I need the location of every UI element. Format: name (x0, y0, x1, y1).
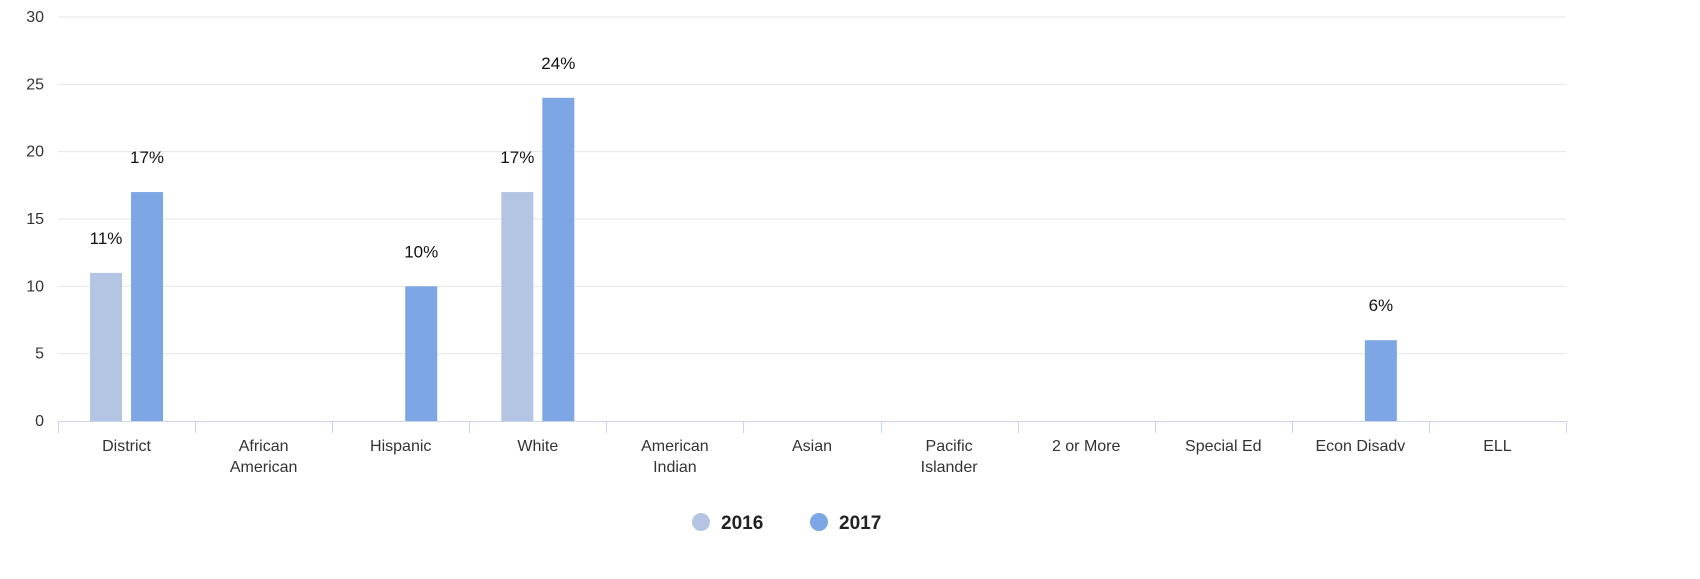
y-tick-label-5: 5 (35, 346, 44, 363)
x-tick-label-line: ELL (1483, 438, 1512, 455)
x-tick-label-line: White (517, 438, 558, 455)
y-tick-label-25: 25 (26, 76, 44, 93)
x-tick-label: American Indian (641, 438, 709, 476)
x-tick-label: Econ Disadv (1315, 438, 1405, 455)
x-tick-label-line: Islander (921, 459, 979, 476)
y-tick-label-30: 30 (26, 9, 44, 26)
x-tick-label-line: African (239, 438, 289, 455)
x-tick-label-line: District (102, 438, 151, 455)
x-tick-label-line: Asian (792, 438, 832, 455)
bars (90, 97, 1397, 422)
legend-item-2017[interactable]: 2017 (810, 513, 881, 534)
legend-marker-2017 (810, 513, 828, 531)
x-tick-label: ELL (1483, 438, 1512, 455)
x-tick-label-line: Special Ed (1185, 438, 1262, 455)
x-tick-label-line: Hispanic (370, 438, 431, 455)
x-tick-label: Special Ed (1185, 438, 1262, 455)
bar-2016-district[interactable] (90, 272, 123, 421)
legend: 2016 2017 (692, 513, 881, 534)
legend-marker-2016 (692, 513, 710, 531)
x-tick-label: 2 or More (1052, 438, 1121, 455)
x-tick-label: Asian (792, 438, 832, 455)
bar-2017-district[interactable] (131, 192, 164, 421)
x-tick-label-line: American (641, 438, 709, 455)
gridlines (58, 16, 1566, 355)
legend-label-2016: 2016 (721, 513, 763, 534)
data-label-2017-hispanic: 10% (404, 242, 438, 261)
x-tick-label: White (517, 438, 558, 455)
data-labels: 11% 17% 10% 17% 24% 6% (90, 54, 1393, 315)
data-label-2017-econ-disadv: 6% (1369, 296, 1394, 315)
x-tick-label-line: Pacific (926, 438, 973, 455)
x-tick-label: District (102, 438, 151, 455)
y-axis: 0 5 10 15 20 25 30 (26, 9, 44, 430)
x-tick-label-line: Econ Disadv (1315, 438, 1405, 455)
x-axis: District African American Hispanic White Amer… (58, 421, 1567, 476)
data-label-2017-white: 24% (541, 54, 575, 73)
x-tick-label: Hispanic (370, 438, 431, 455)
y-tick-label-10: 10 (26, 278, 44, 295)
data-label-2017-district: 17% (130, 148, 164, 167)
data-label-2016-white: 17% (500, 148, 534, 167)
x-tick-label: Pacific Islander (921, 438, 979, 476)
y-tick-label-15: 15 (26, 211, 44, 228)
x-tick-label: African American (230, 438, 298, 476)
data-label-2016-district: 11% (90, 229, 123, 248)
y-tick-label-20: 20 (26, 144, 44, 161)
legend-item-2016[interactable]: 2016 (692, 513, 763, 534)
y-tick-label-0: 0 (35, 413, 44, 430)
legend-label-2017: 2017 (839, 513, 881, 534)
x-tick-label-line: Indian (653, 459, 697, 476)
x-tick-label-line: 2 or More (1052, 438, 1121, 455)
bar-2016-white[interactable] (501, 192, 534, 421)
bar-2017-econ-disadv[interactable] (1364, 340, 1397, 421)
x-tick-label-line: American (230, 459, 298, 476)
bar-2017-white[interactable] (542, 97, 575, 422)
bar-2017-hispanic[interactable] (405, 286, 438, 421)
